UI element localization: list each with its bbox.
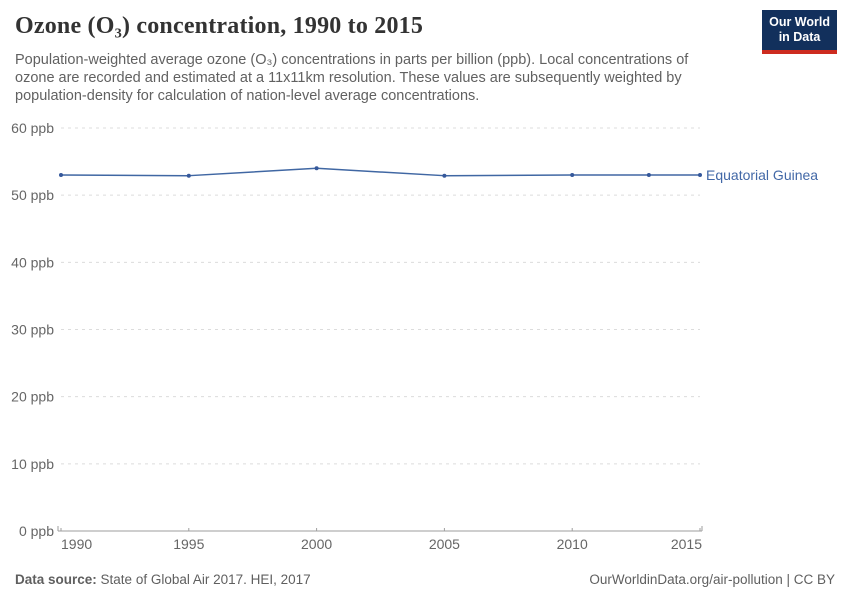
line-chart-svg: 0 ppb 10 ppb 20 ppb 30 ppb 40 ppb 50 ppb 60 pp…	[11, 120, 818, 552]
y-tick-label: 30 ppb	[11, 322, 54, 338]
entity-label[interactable]: Equatorial Guinea	[706, 167, 818, 183]
y-tick-label: 10 ppb	[11, 456, 54, 472]
chart-subtitle: Population-weighted average ozone (O₃) c…	[15, 52, 689, 104]
data-source: Data source: State of Global Air 2017. H…	[15, 572, 311, 587]
y-tick-label: 60 ppb	[11, 120, 54, 136]
x-tick-label: 2015	[671, 536, 702, 552]
y-tick-label: 50 ppb	[11, 187, 54, 203]
data-point[interactable]	[314, 166, 319, 171]
data-point[interactable]	[186, 173, 191, 178]
data-point[interactable]	[570, 173, 575, 178]
y-tick-label: 0 ppb	[19, 523, 54, 539]
x-tick-label: 2010	[557, 536, 588, 552]
y-tick-label: 20 ppb	[11, 389, 54, 405]
x-tick-label: 1995	[173, 536, 204, 552]
x-tick-label: 2000	[301, 536, 332, 552]
data-point[interactable]	[59, 173, 63, 178]
data-point[interactable]	[442, 173, 447, 178]
data-point[interactable]	[646, 173, 651, 178]
data-source-label: Data source:	[15, 572, 97, 587]
owid-logo-line1: Our World	[769, 15, 830, 29]
x-tick-label: 1990	[61, 536, 92, 552]
owid-logo-line2: in Data	[778, 30, 821, 44]
credit-link[interactable]: OurWorldinData.org/air-pollution | CC BY	[589, 572, 835, 587]
x-tick-label: 2005	[429, 536, 460, 552]
data-line[interactable]	[60, 167, 701, 177]
y-tick-label: 40 ppb	[11, 254, 54, 270]
line-chart: 0 ppb 10 ppb 20 ppb 30 ppb 40 ppb 50 ppb 60 pp…	[0, 113, 850, 563]
data-point[interactable]	[698, 173, 702, 178]
data-source-value: State of Global Air 2017. HEI, 2017	[100, 572, 311, 587]
owid-logo[interactable]: Our World in Data	[762, 10, 837, 54]
chart-title: Ozone (O₃) concentration, 1990 to 2015	[15, 13, 424, 39]
